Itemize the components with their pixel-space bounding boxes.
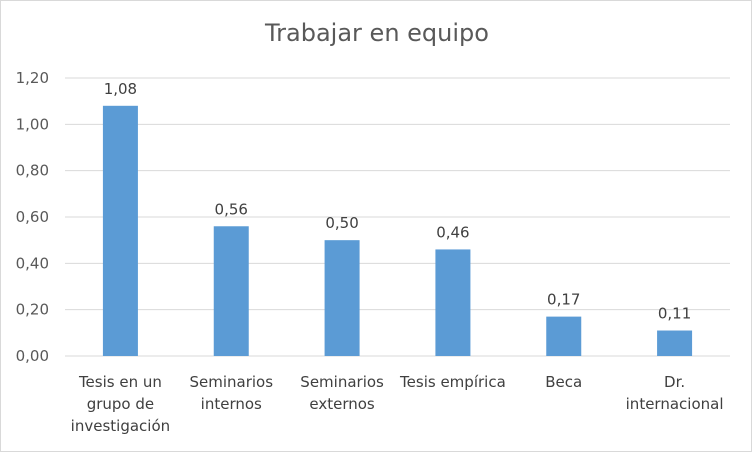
x-category-label: Beca [545,373,582,391]
gridlines [65,77,730,357]
y-tick-label: 0,00 [16,347,49,365]
x-category-line: externos [309,395,375,413]
x-category-line: Seminarios [300,373,384,391]
x-category-line: Tesis en un [78,373,162,391]
x-category-label: Tesis empírica [399,373,506,391]
y-tick-label: 0,60 [16,208,49,226]
y-axis-ticks: 0,00 0,20 0,40 0,60 0,80 1,00 1,20 [16,69,49,365]
bar [213,226,249,356]
data-label: 0,50 [325,214,358,232]
y-tick-label: 0,20 [16,301,49,319]
x-category-line: Seminarios [189,373,273,391]
data-labels: 1,08 0,56 0,50 0,46 0,17 0,11 [104,80,692,323]
x-category-line: Tesis empírica [399,373,506,391]
data-label: 0,11 [658,305,691,323]
x-category-label: Dr. internacional [626,373,724,413]
y-tick-label: 1,00 [16,115,49,133]
x-category-label: Seminarios externos [300,373,384,413]
chart-title: Trabajar en equipo [265,19,489,47]
x-axis-categories: Tesis en un grupo de investigación Seminari… [71,373,724,435]
y-tick-label: 1,20 [16,69,49,87]
x-category-line: internos [201,395,262,413]
bars [102,105,693,356]
x-category-line: Dr. [664,373,685,391]
bar [546,316,582,356]
x-category-label: Seminarios internos [189,373,273,413]
bar [435,249,471,356]
x-category-line: investigación [71,417,170,435]
x-category-line: Beca [545,373,582,391]
x-category-label: Tesis en un grupo de investigación [71,373,170,435]
data-label: 0,46 [436,223,469,241]
bar [324,240,360,356]
data-label: 0,17 [547,291,580,309]
data-label: 0,56 [215,200,248,218]
bar [102,105,138,356]
x-category-line: internacional [626,395,724,413]
bar [657,330,693,356]
x-category-line: grupo de [87,395,154,413]
y-tick-label: 0,80 [16,162,49,180]
data-label: 1,08 [104,80,137,98]
y-tick-label: 0,40 [16,254,49,272]
